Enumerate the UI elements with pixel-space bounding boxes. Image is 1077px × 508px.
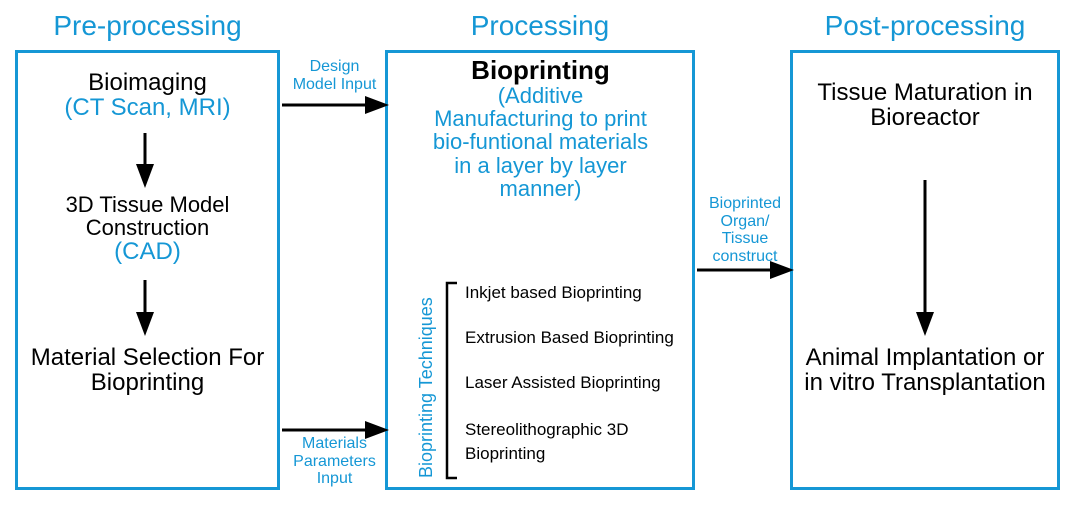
node-bioprinting: Bioprinting (Additive Manufacturing to p… bbox=[398, 57, 683, 200]
node-3d-model: 3D Tissue Model Construction (CAD) bbox=[25, 193, 270, 264]
stage-title-post: Post-processing bbox=[790, 10, 1060, 42]
bioimaging-label: Bioimaging bbox=[88, 69, 207, 96]
bioimaging-sub: (CT Scan, MRI) bbox=[64, 94, 230, 121]
techniques-vertical-label: Bioprinting Techniques bbox=[416, 297, 437, 478]
stage-title-pre: Pre-processing bbox=[15, 10, 280, 42]
node-material-selection: Material Selection For Bioprinting bbox=[25, 345, 270, 395]
label-materials-input: Materials Parameters Input bbox=[287, 435, 382, 488]
technique-stereolitho: Stereolithographic 3D Bioprinting bbox=[465, 418, 685, 466]
label-organ-construct: Bioprinted Organ/ Tissue construct bbox=[700, 195, 790, 265]
technique-extrusion: Extrusion Based Bioprinting bbox=[465, 328, 674, 348]
technique-laser: Laser Assisted Bioprinting bbox=[465, 373, 661, 393]
node-maturation: Tissue Maturation in Bioreactor bbox=[800, 80, 1050, 130]
stage-title-proc: Processing bbox=[385, 10, 695, 42]
bioprinting-subtitle: (Additive Manufacturing to print bio-fun… bbox=[431, 84, 651, 199]
label-design-input: Design Model Input bbox=[287, 58, 382, 93]
model-sub: (CAD) bbox=[114, 238, 181, 265]
model-label: 3D Tissue Model Construction bbox=[66, 192, 230, 240]
technique-inkjet: Inkjet based Bioprinting bbox=[465, 283, 642, 303]
node-bioimaging: Bioimaging (CT Scan, MRI) bbox=[25, 70, 270, 120]
node-implantation: Animal Implantation or in vitro Transpla… bbox=[800, 345, 1050, 395]
bioprinting-title: Bioprinting bbox=[471, 55, 610, 85]
